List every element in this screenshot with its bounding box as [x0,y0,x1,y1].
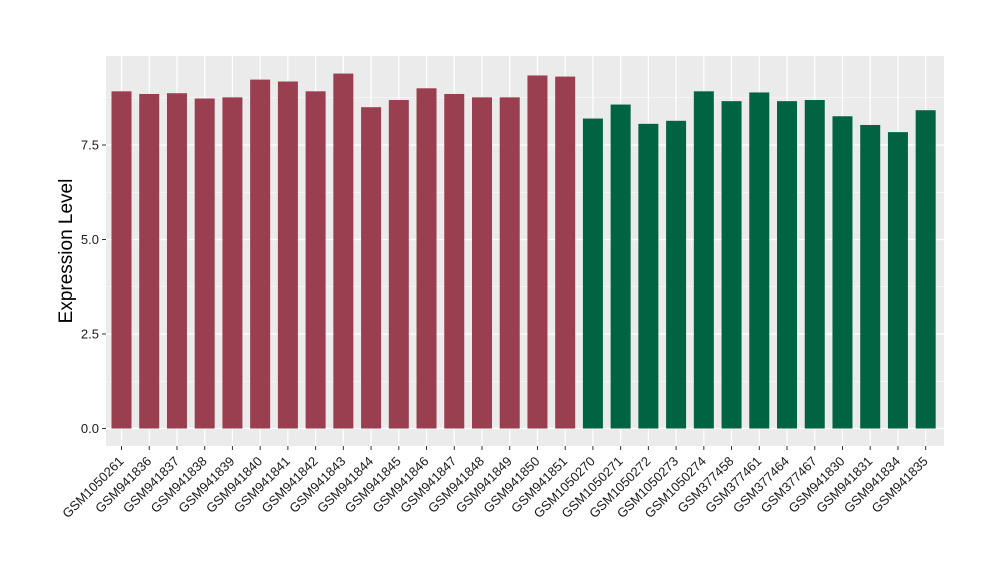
bar-GSM1050271 [610,104,631,429]
bar-GSM941845 [388,100,409,429]
y-tick-label: 7.5 [81,138,99,153]
bar-GSM377467 [804,100,825,429]
y-tick-label: 0.0 [81,421,99,436]
bar-GSM941831 [860,124,881,429]
bar-GSM941834 [887,132,908,429]
bar-GSM941851 [555,76,576,429]
bar-GSM941835 [915,110,936,429]
bar-GSM941839 [222,97,243,429]
bar-GSM1050270 [582,118,603,429]
bar-GSM1050273 [666,120,687,429]
bar-GSM377458 [721,101,742,429]
bar-GSM941841 [277,81,298,429]
bar-GSM941830 [832,116,853,429]
bar-GSM941842 [305,91,326,429]
bar-GSM941837 [166,93,187,429]
bar-GSM941838 [194,98,215,429]
bar-GSM377464 [777,101,798,429]
bar-GSM941850 [527,75,548,429]
y-tick-label: 2.5 [81,327,99,342]
bar-GSM941849 [499,97,520,429]
bar-GSM941848 [471,97,492,429]
bar-GSM941840 [250,79,271,429]
bar-GSM1050272 [638,123,659,429]
y-tick-label: 5.0 [81,232,99,247]
bar-GSM941844 [361,107,382,429]
bar-GSM941846 [416,88,437,429]
bar-GSM941847 [444,93,465,429]
bar-GSM941843 [333,73,354,429]
x-axis: GSM1050261GSM941836GSM941837GSM941838GSM… [59,446,931,521]
bar-GSM941836 [139,93,160,429]
y-axis: 0.0 2.5 5.0 7.5 [81,138,106,436]
bar-GSM1050274 [693,91,714,429]
bar-GSM377461 [749,92,770,429]
bar-GSM1050261 [111,91,132,429]
y-axis-title: Expression Level [56,179,77,324]
bars [111,73,936,429]
